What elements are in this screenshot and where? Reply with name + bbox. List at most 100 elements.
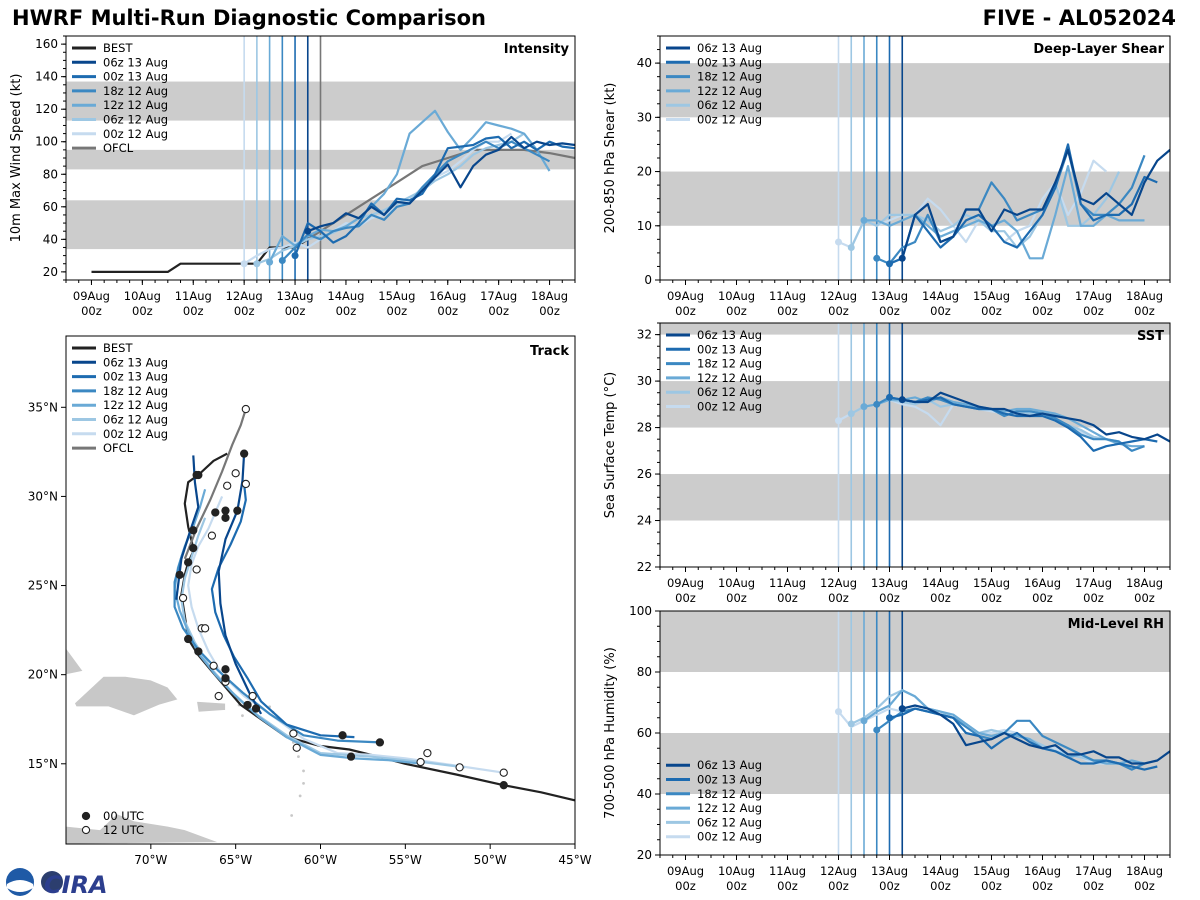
series-start-point xyxy=(835,238,842,246)
small-island xyxy=(290,814,294,817)
series-line-r12z12 xyxy=(268,109,551,263)
y-tick-label: 24 xyxy=(637,514,652,528)
x-tick-label: 00z xyxy=(285,304,306,318)
small-island xyxy=(302,769,305,773)
position-00utc xyxy=(221,665,230,674)
legend-label: 06z 13 Aug xyxy=(103,355,168,369)
marker-legend-symbol xyxy=(81,811,91,821)
legend-label: 06z 13 Aug xyxy=(697,41,762,55)
series-line-r00z13 xyxy=(889,707,1158,771)
series-start-point xyxy=(835,417,842,425)
x-tick-label: 09Aug xyxy=(73,289,110,303)
x-tick-label: 00z xyxy=(437,304,458,318)
x-tick-label: 18Aug xyxy=(1126,576,1163,590)
series-line-r18z12 xyxy=(876,396,1145,452)
y-tick-label: 0 xyxy=(644,273,652,287)
shaded-band xyxy=(660,611,1170,672)
x-tick-label: 15Aug xyxy=(973,576,1010,590)
position-00utc xyxy=(221,513,230,522)
series-line-r06z13 xyxy=(307,135,575,233)
y-tick-label: 100 xyxy=(629,604,652,618)
intensity-panel: 2040608010012014016009Aug00z10Aug00z11Au… xyxy=(9,35,576,318)
x-tick-label: 13Aug xyxy=(871,864,908,878)
position-00utc xyxy=(221,506,230,515)
legend-label: 06z 12 Aug xyxy=(103,113,168,127)
x-tick-label: 00z xyxy=(879,591,900,605)
position-00utc xyxy=(499,781,508,790)
x-tick-label: 00z xyxy=(81,304,102,318)
x-tick-label: 00z xyxy=(1032,879,1053,893)
position-00utc xyxy=(239,449,249,458)
track-line-best xyxy=(183,452,228,549)
position-00utc xyxy=(184,634,193,644)
x-tick-label: 00z xyxy=(879,879,900,893)
island-shape xyxy=(74,676,179,717)
position-00utc xyxy=(189,543,198,553)
position-00utc xyxy=(192,470,201,480)
series-start-point xyxy=(847,243,855,251)
panel-title: SST xyxy=(1137,329,1164,344)
shaded-band xyxy=(660,474,1170,521)
series-line-r18z12 xyxy=(876,148,1146,265)
position-12utc xyxy=(499,768,508,777)
position-12utc xyxy=(416,757,425,767)
legend-label: 00z 13 Aug xyxy=(103,70,168,84)
series-start-point xyxy=(304,227,312,235)
small-island xyxy=(302,781,305,785)
legend-label: BEST xyxy=(103,41,133,55)
x-tick-label: 45°W xyxy=(558,853,591,867)
track-lines xyxy=(173,404,575,802)
legend-label: 18z 12 Aug xyxy=(697,70,762,84)
position-12utc xyxy=(207,531,217,540)
x-tick-label: 16Aug xyxy=(1024,576,1061,590)
legend-label: 06z 12 Aug xyxy=(697,385,762,399)
x-tick-label: 00z xyxy=(930,591,951,605)
y-tick-label: 30 xyxy=(637,374,652,388)
position-12utc xyxy=(455,763,464,772)
x-tick-label: 60°W xyxy=(304,853,337,867)
legend-label: 06z 12 Aug xyxy=(103,413,168,427)
y-tick-label: 40 xyxy=(637,787,652,801)
legend-label: 00z 12 Aug xyxy=(103,127,168,141)
sst-panel: 22242628303209Aug00z10Aug00z11Aug00z12Au… xyxy=(603,322,1171,605)
x-tick-label: 11Aug xyxy=(769,864,806,878)
x-tick-label: 09Aug xyxy=(667,289,704,303)
x-tick-label: 14Aug xyxy=(922,576,959,590)
position-00utc xyxy=(243,700,252,710)
x-tick-label: 00z xyxy=(675,591,696,605)
x-tick-label: 17Aug xyxy=(1075,864,1112,878)
y-tick-label: 160 xyxy=(35,37,58,51)
series-start-point xyxy=(886,260,893,268)
x-tick-label: 00z xyxy=(777,879,798,893)
shaded-band xyxy=(660,63,1170,118)
y-tick-label: 22 xyxy=(637,560,652,574)
series-start-point xyxy=(835,708,842,716)
track-line-r00z13 xyxy=(210,483,355,739)
position-00utc xyxy=(175,570,184,579)
y-tick-label: 100 xyxy=(35,135,58,149)
x-tick-label: 14Aug xyxy=(327,289,364,303)
series-start-point xyxy=(291,252,299,260)
series-start-point xyxy=(898,396,906,404)
panel-title: Mid-Level RH xyxy=(1068,617,1164,632)
x-tick-label: 18Aug xyxy=(531,289,568,303)
legend-label: 00z 12 Aug xyxy=(697,113,762,127)
x-tick-label: 10Aug xyxy=(124,289,161,303)
x-tick-label: 00z xyxy=(930,879,951,893)
island-shape xyxy=(66,647,84,676)
y-tick-label: 80 xyxy=(637,665,652,679)
y-tick-label: 15°N xyxy=(28,757,58,771)
x-tick-label: 12Aug xyxy=(820,864,857,878)
globe-icon xyxy=(41,871,63,893)
x-tick-label: 00z xyxy=(726,879,747,893)
legend-label: 06z 13 Aug xyxy=(697,758,762,772)
y-tick-label: 25°N xyxy=(28,579,58,593)
track-line-r12z12 xyxy=(173,488,423,765)
x-tick-label: 10Aug xyxy=(718,864,755,878)
series-line-r12z12 xyxy=(863,396,1145,448)
x-tick-label: 09Aug xyxy=(667,576,704,590)
x-tick-label: 16Aug xyxy=(1024,864,1061,878)
series-start-point xyxy=(847,410,855,418)
y-axis-label: 200-850 hPa Shear (kt) xyxy=(603,83,618,234)
